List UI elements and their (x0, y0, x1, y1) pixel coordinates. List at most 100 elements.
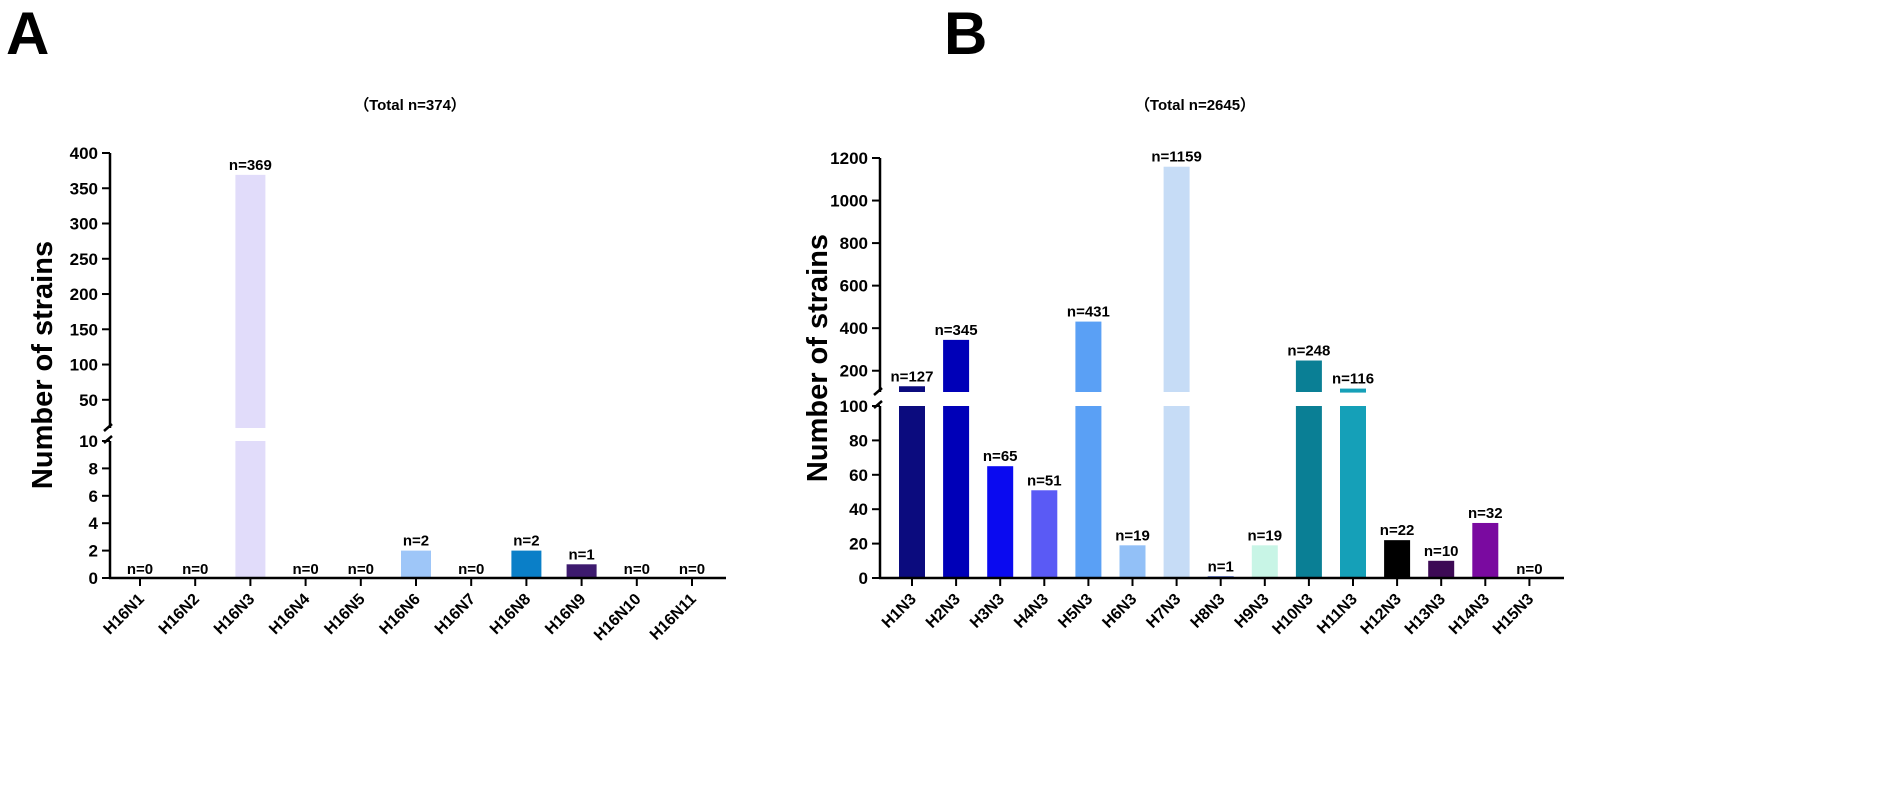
x-tick-label: H5N3 (1055, 591, 1096, 632)
y-tick-label: 100 (70, 356, 98, 375)
x-tick-label: H7N3 (1143, 591, 1184, 632)
y-tick-label: 2 (89, 542, 98, 561)
x-tick-label: H10N3 (1269, 591, 1316, 638)
bar-H3N3 (987, 466, 1014, 578)
y-tick-label: 400 (840, 319, 868, 338)
value-label: n=65 (983, 448, 1018, 465)
chart-title: （Total n=2645） (1135, 96, 1255, 114)
bar-H9N3 (1251, 545, 1278, 578)
x-tick-label: H11N3 (1314, 591, 1361, 638)
value-label: n=51 (1027, 472, 1062, 489)
value-label: n=369 (229, 157, 272, 174)
y-tick-label: 350 (70, 179, 98, 198)
y-tick-label: 1000 (830, 192, 868, 211)
x-tick-label: H4N3 (1011, 591, 1052, 632)
bar-H16N9 (566, 564, 597, 578)
bar-H6N3 (1119, 545, 1146, 578)
value-label: n=116 (1332, 371, 1374, 388)
x-tick-label: H9N3 (1232, 591, 1273, 632)
bar-H16N6 (401, 550, 431, 578)
bar-H4N3 (1031, 490, 1058, 578)
x-tick-label: H1N3 (879, 591, 920, 632)
y-axis-label: Number of strains (27, 241, 59, 489)
y-tick-label: 8 (89, 459, 98, 478)
value-label: n=32 (1468, 505, 1503, 522)
bar-lower-H5N3 (1075, 406, 1102, 578)
y-axis-label: Number of strains (802, 234, 834, 482)
axis-break-mark (103, 423, 113, 432)
y-tick-label: 0 (89, 569, 98, 588)
value-label: n=0 (292, 561, 318, 578)
value-label: n=10 (1424, 543, 1459, 560)
y-tick-label: 100 (840, 397, 868, 416)
bar-H16N8 (511, 550, 542, 578)
value-label: n=248 (1287, 343, 1330, 360)
x-tick-label: H14N3 (1446, 591, 1493, 638)
y-tick-label: 250 (70, 250, 98, 269)
bar-lower-H1N3 (899, 406, 925, 578)
value-label: n=431 (1067, 304, 1110, 321)
y-tick-label: 6 (89, 487, 98, 506)
y-tick-label: 10 (79, 432, 98, 451)
value-label: n=345 (935, 322, 978, 339)
value-label: n=0 (458, 561, 484, 578)
y-tick-label: 300 (70, 215, 98, 234)
value-label: n=0 (127, 561, 153, 578)
bar-lower-H10N3 (1295, 406, 1322, 578)
y-tick-label: 40 (849, 500, 868, 519)
bar-upper-H7N3 (1163, 166, 1190, 392)
value-label: n=22 (1380, 522, 1415, 539)
value-label: n=127 (891, 368, 934, 385)
value-label: n=1 (1208, 558, 1234, 575)
bar-H12N3 (1384, 540, 1411, 578)
value-label: n=1159 (1151, 149, 1201, 166)
y-tick-label: 80 (849, 431, 868, 450)
bar-H13N3 (1428, 560, 1455, 578)
x-tick-label: H12N3 (1358, 591, 1405, 638)
y-tick-label: 20 (849, 535, 868, 554)
x-tick-label: H13N3 (1402, 591, 1449, 638)
value-label: n=0 (348, 561, 374, 578)
axis-break-mark (873, 387, 883, 396)
x-tick-label: H2N3 (923, 591, 964, 632)
x-tick-label: H6N3 (1099, 591, 1140, 632)
x-tick-label: H8N3 (1188, 591, 1229, 632)
panel-label-a: A (6, 0, 50, 67)
y-tick-label: 1200 (830, 149, 868, 168)
value-label: n=0 (182, 561, 208, 578)
value-label: n=19 (1247, 527, 1282, 544)
bar-lower-H16N3 (235, 441, 266, 578)
bar-upper-H5N3 (1075, 321, 1102, 392)
y-tick-label: 800 (840, 234, 868, 253)
bar-upper-H2N3 (943, 339, 970, 392)
value-label: n=0 (624, 561, 650, 578)
value-label: n=2 (403, 533, 429, 550)
bar-upper-H10N3 (1295, 360, 1322, 392)
y-tick-label: 60 (849, 466, 868, 485)
x-tick-label: H3N3 (967, 591, 1008, 632)
value-label: n=1 (568, 546, 594, 563)
value-label: n=2 (513, 533, 539, 550)
bar-lower-H2N3 (943, 406, 970, 578)
bar-lower-H7N3 (1163, 406, 1190, 578)
bar-upper-H1N3 (899, 386, 925, 392)
value-label: n=0 (1516, 561, 1542, 578)
value-label: n=19 (1115, 527, 1150, 544)
chart-title: （Total n=374） (354, 96, 466, 114)
y-tick-label: 150 (70, 320, 98, 339)
bar-upper-H11N3 (1340, 388, 1366, 393)
y-tick-label: 4 (89, 514, 99, 533)
panel-label-b: B (944, 0, 988, 67)
y-tick-label: 200 (70, 285, 98, 304)
value-label: n=0 (679, 561, 705, 578)
bar-H14N3 (1472, 522, 1499, 578)
y-tick-label: 0 (859, 569, 868, 588)
bar-lower-H11N3 (1340, 406, 1366, 578)
x-tick-label: H15N3 (1490, 591, 1537, 638)
y-tick-label: 50 (79, 391, 98, 410)
bar-upper-H16N3 (235, 174, 266, 428)
y-tick-label: 600 (840, 277, 868, 296)
y-tick-label: 200 (840, 362, 868, 381)
